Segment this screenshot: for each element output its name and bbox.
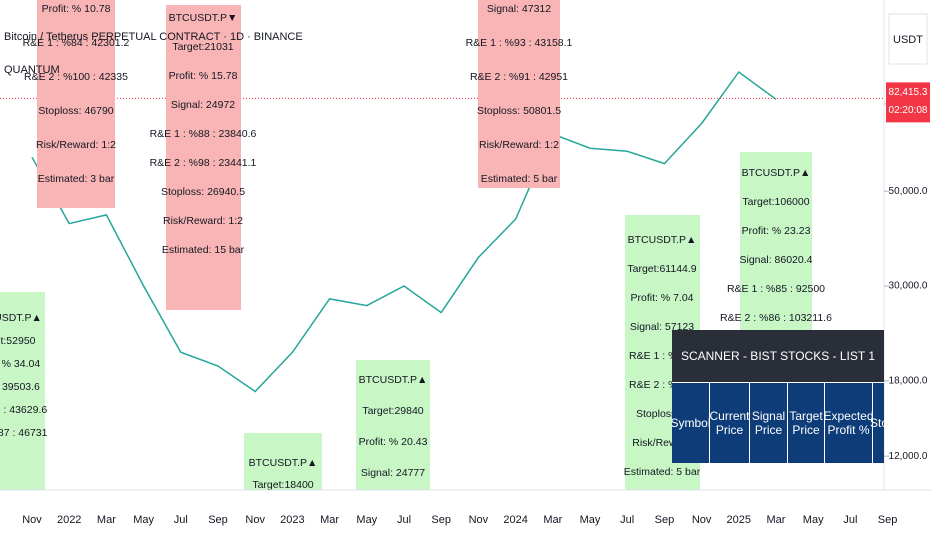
x-tick-label: Mar	[767, 514, 786, 526]
price-line	[31, 70, 777, 393]
signal-text: Target:29840	[362, 405, 423, 417]
signal-box	[166, 5, 241, 310]
signal-text: Target:106000	[742, 196, 809, 208]
scanner-column: Target Price	[788, 383, 825, 463]
signal-text: BTCUSDT.P▲	[359, 374, 428, 386]
x-tick-label: 2023	[280, 514, 304, 526]
signal-text: USDT.P▲	[0, 312, 42, 324]
signal-text: t:52950	[0, 335, 35, 347]
signal-text: Estimated: 15 bar	[162, 244, 245, 256]
signal-text: Estimated: 5 bar	[481, 173, 558, 185]
scanner: SCANNER - BIST STOCKS - LIST 1 Symbol Cur…	[671, 330, 916, 463]
signal-text: Signal: 47312	[487, 3, 551, 15]
signal-text: BTCUSDT.P▲	[249, 457, 318, 469]
signal-box	[740, 152, 812, 330]
x-tick-label: Mar	[320, 514, 339, 526]
signal-box	[244, 433, 322, 490]
x-tick-label: May	[580, 514, 601, 526]
x-tick-label: Sep	[878, 514, 898, 526]
signal-text: R&E 1 : %93 : 43158.1	[466, 37, 573, 49]
signal-text: R&E 1 : %85 : 92500	[727, 283, 825, 295]
scanner-column: Current Price	[710, 383, 750, 463]
signal-text: Estimated: 3 bar	[38, 173, 115, 185]
y-tick-label: 12,000.0	[889, 451, 928, 462]
signal-text: Stoploss: 26940.5	[161, 186, 245, 198]
x-tick-label: Sep	[208, 514, 228, 526]
scanner-header: Symbol Current Price Signal Price Target Pr…	[671, 382, 916, 463]
signal-text: Profit: % 7.04	[630, 292, 693, 304]
signal-text: Risk/Reward: 1:2	[163, 215, 243, 227]
scanner-column: Stoploss	[870, 383, 916, 463]
signal-text: Risk/Reward: 1:2	[479, 139, 559, 151]
x-tick-label: Mar	[543, 514, 562, 526]
x-tick-label: 2025	[727, 514, 751, 526]
plot-area: Profit: % 10.78 R&E 1 : %84 : 42301.2 R&E …	[0, 0, 884, 491]
signal-text: Profit: % 20.43	[359, 436, 428, 448]
signal-box	[478, 0, 560, 188]
x-tick-label: Jul	[843, 514, 857, 526]
signal-text: Profit: % 15.78	[169, 70, 238, 82]
signal-text: Profit: % 10.78	[42, 3, 111, 15]
signal-text: Risk/Reward: 1:2	[36, 139, 116, 151]
y-tick-label: 50,000.0	[889, 186, 928, 197]
x-tick-label: Nov	[692, 514, 712, 526]
signal-text: Estimated: 5 bar	[624, 466, 701, 478]
signal-text: 79 : 43629.6	[0, 404, 47, 416]
indicator-name: QUANTUM	[4, 64, 60, 76]
signal-text: Signal: 86020.4	[740, 254, 813, 266]
signal-text: %87 : 46731	[0, 427, 48, 439]
x-tick-label: 2024	[503, 514, 527, 526]
y-tick-label: 30,000.0	[889, 281, 928, 292]
signal-box	[37, 0, 115, 208]
signal-text: BTCUSDT.P▲	[742, 167, 811, 179]
signal-text: Stoploss: 50801.5	[477, 105, 561, 117]
currency-box[interactable]	[888, 13, 928, 65]
scanner-column: Expected Profit %	[823, 383, 874, 463]
signal-box	[356, 360, 430, 490]
signal-text: : 39503.6	[0, 381, 40, 393]
signal-text: Stoploss: 46790	[38, 105, 113, 117]
signal-box	[0, 292, 45, 490]
x-tick-label: Jul	[397, 514, 411, 526]
countdown: 02:20:08	[889, 105, 928, 116]
signal-text: Target:21031	[172, 41, 233, 53]
signal-text: BTCUSDT.P▼	[169, 12, 238, 24]
last-price: 82,415.3	[889, 87, 928, 98]
x-tick-label: Sep	[655, 514, 675, 526]
x-tick-label: Nov	[22, 514, 42, 526]
x-tick-label: Sep	[431, 514, 451, 526]
scanner-column: Signal Price	[750, 383, 788, 463]
x-tick-label: May	[133, 514, 154, 526]
signal-text: R&E 1 : %88 : 23840.6	[150, 128, 257, 140]
x-tick-label: Nov	[469, 514, 489, 526]
signal-text: BTCUSDT.P▲	[628, 234, 697, 246]
signal-text: R&E 2 : %100 : 42335	[24, 71, 128, 83]
scanner-title: SCANNER - BIST STOCKS - LIST 1	[672, 330, 884, 382]
x-tick-label: 2022	[57, 514, 81, 526]
signal-text: R&E 2 : %91 : 42951	[470, 71, 568, 83]
signal-text: Signal: 57123	[630, 321, 694, 333]
signal-text: R&E 1 : %84 : 42301.2	[23, 37, 130, 49]
x-tick-label: Mar	[97, 514, 116, 526]
scanner-column: Symbol	[671, 383, 711, 463]
signal-text: : % 34.04	[0, 358, 40, 370]
signal-text: R&E 2 : %98 : 23441.1	[150, 157, 257, 169]
x-tick-label: May	[356, 514, 377, 526]
signal-text: Target:61144.9	[627, 263, 696, 275]
x-tick-label: Nov	[245, 514, 265, 526]
x-tick-label: Jul	[174, 514, 188, 526]
signal-text: Signal: 24777	[361, 467, 425, 479]
signal-text: Target:18400	[252, 479, 313, 491]
signal-text: Profit: % 23.23	[742, 225, 811, 237]
signal-text: R&E 2 : %86 : 103211.6	[720, 312, 832, 324]
header-title: Bitcoin / Tetherus PERPETUAL CONTRACT · …	[4, 31, 303, 43]
y-tick-label: 18,000.0	[889, 376, 928, 387]
x-tick-label: Jul	[620, 514, 634, 526]
signal-text: Signal: 24972	[171, 99, 235, 111]
currency[interactable]: USDT	[893, 34, 923, 46]
last-price-tag	[886, 82, 930, 123]
x-tick-label: May	[803, 514, 824, 526]
